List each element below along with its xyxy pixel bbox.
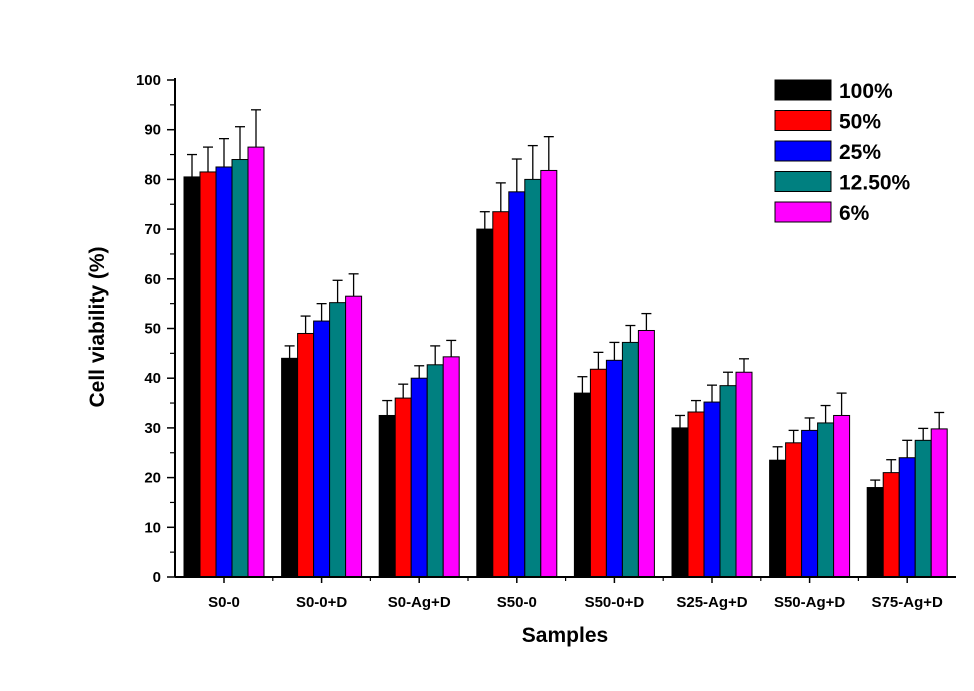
bar-s0-ag-d-100	[378, 414, 396, 578]
bar-s0-ag-d-1250	[426, 364, 444, 578]
bar-s0-0-50	[199, 171, 217, 578]
y-tick-label: 30	[144, 420, 161, 437]
legend-label: 6%	[839, 202, 870, 225]
y-tick-label: 10	[144, 519, 161, 536]
bar-s50-ag-d-1250	[817, 422, 835, 578]
bar-s50-0-d-100	[573, 392, 591, 578]
x-tick-label: S25-Ag+D	[676, 594, 747, 611]
bar-s50-0-d-50	[589, 368, 607, 578]
axes-layer: S0-0 S0-0+D S0-Ag+D S50-0 S50-0+D S25-Ag+D S50…	[136, 72, 956, 611]
bar-s25-ag-d-50	[687, 411, 705, 578]
bar-s50-0-1250	[524, 178, 542, 578]
legend-swatch	[774, 171, 832, 192]
bar-s0-ag-d-6	[442, 356, 460, 578]
bar-s25-ag-d-6	[735, 371, 753, 578]
x-tick-label: S0-0	[208, 594, 240, 611]
legend-swatch	[774, 79, 832, 101]
bar-s75-ag-d-6	[930, 428, 948, 578]
bar-s50-0-50	[492, 211, 510, 578]
x-axis-title: Samples	[522, 624, 608, 647]
x-tick-label: S50-Ag+D	[774, 594, 845, 611]
legend-label: 12.50%	[839, 172, 911, 195]
bar-s50-ag-d-100	[769, 459, 787, 578]
y-tick-label: 80	[144, 171, 161, 188]
bar-s0-0-100	[183, 176, 201, 578]
x-tick-label: S75-Ag+D	[872, 594, 943, 611]
bar-s0-0-1250	[231, 159, 249, 578]
bar-s50-0-d-6	[637, 329, 655, 578]
y-tick-label: 90	[144, 122, 161, 139]
y-tick-label: 20	[144, 470, 161, 487]
bar-s50-0-d-25	[605, 359, 623, 578]
bar-s0-0-d-100	[281, 357, 299, 578]
legend-label: 100%	[839, 80, 893, 103]
y-tick-label: 70	[144, 221, 161, 238]
legend-swatch	[774, 201, 832, 223]
bar-s50-ag-d-50	[785, 442, 803, 578]
legend-label: 25%	[839, 141, 881, 164]
y-tick-label: 60	[144, 271, 161, 288]
x-tick-label: S50-0	[497, 594, 537, 611]
legend-swatch	[774, 110, 832, 131]
bar-s75-ag-d-1250	[914, 439, 932, 578]
bar-s0-0-d-25	[313, 320, 331, 578]
legend-swatch	[774, 140, 832, 162]
bar-s50-ag-d-25	[801, 429, 819, 578]
bar-s0-0-d-6	[345, 295, 363, 578]
legend-label: 50%	[839, 111, 881, 134]
bar-s50-0-100	[476, 228, 494, 578]
bar-s50-0-6	[540, 169, 558, 578]
bar-s75-ag-d-50	[882, 472, 900, 578]
y-tick-label: 40	[144, 370, 161, 387]
bar-s0-0-d-1250	[329, 302, 347, 578]
bar-s0-0-25	[215, 166, 233, 578]
y-tick-label: 0	[153, 569, 161, 586]
bar-s25-ag-d-1250	[719, 385, 737, 578]
y-tick-label: 50	[144, 321, 161, 338]
bar-s50-0-d-1250	[621, 341, 639, 578]
x-tick-label: S0-Ag+D	[388, 594, 451, 611]
bar-s75-ag-d-100	[866, 487, 884, 578]
y-tick-label: 100	[136, 72, 161, 89]
bar-s75-ag-d-25	[898, 457, 916, 578]
bar-s0-ag-d-50	[394, 397, 412, 578]
bar-s25-ag-d-25	[703, 401, 721, 578]
bar-s50-0-25	[508, 191, 526, 578]
y-axis-title: Cell viability (%)	[86, 246, 109, 407]
bar-s0-0-6	[247, 146, 265, 578]
bars-layer	[183, 109, 948, 578]
bar-s0-ag-d-25	[410, 377, 428, 578]
bar-s0-0-d-50	[297, 332, 315, 578]
legend: 100% 50% 25% 12.50% 6%	[774, 79, 911, 225]
bar-s50-ag-d-6	[833, 414, 851, 578]
x-tick-label: S50-0+D	[585, 594, 645, 611]
x-tick-label: S0-0+D	[296, 594, 347, 611]
bar-s25-ag-d-100	[671, 427, 689, 578]
